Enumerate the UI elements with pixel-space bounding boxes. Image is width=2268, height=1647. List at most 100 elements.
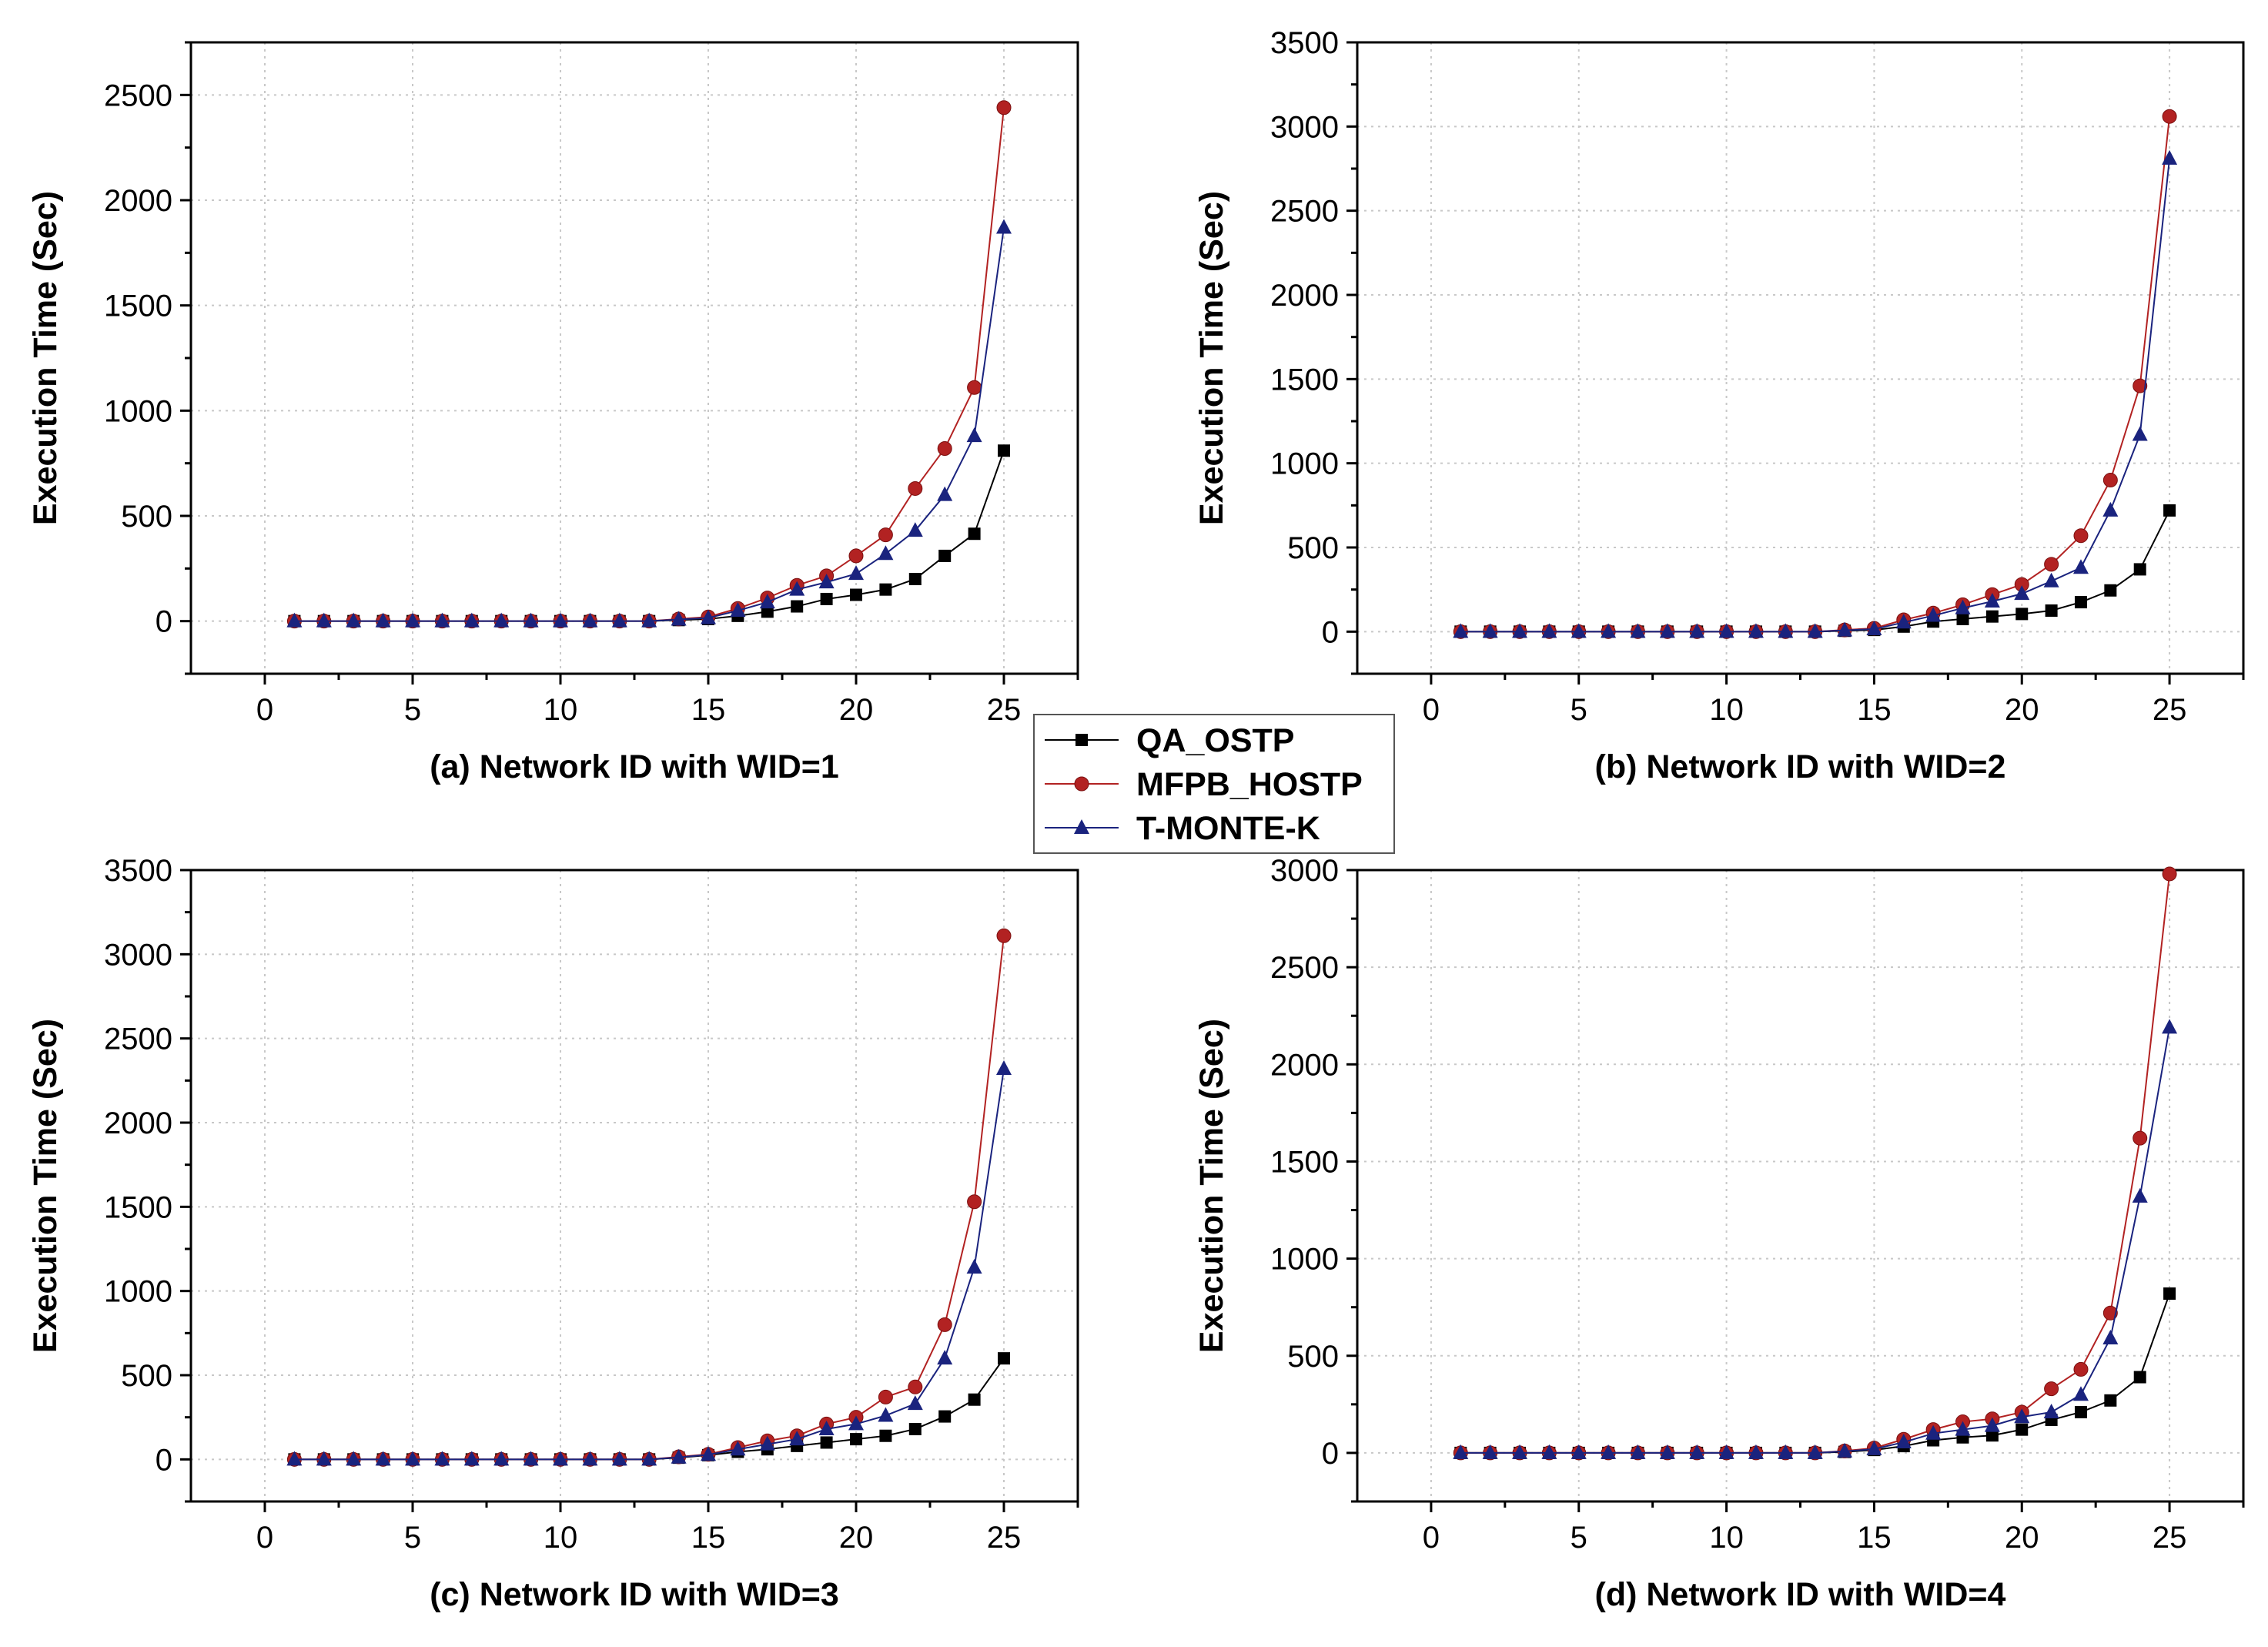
y-tick-label: 2000 [1270, 1048, 1339, 1082]
data-point [523, 612, 539, 628]
data-point [2044, 1381, 2059, 1397]
data-point [2015, 608, 2029, 621]
data-point [2102, 1330, 2119, 1345]
data-point [1482, 1444, 1498, 1459]
data-point [1601, 1444, 1617, 1459]
data-point [967, 380, 982, 395]
data-point [2072, 1386, 2089, 1401]
data-point [998, 444, 1010, 457]
data-point [2015, 1423, 2029, 1436]
subplot-caption: (d) Network ID with WID=4 [1595, 1576, 2006, 1613]
data-point [1718, 623, 1734, 638]
series-line-qa_ostp [294, 450, 1005, 622]
subplot-caption: (c) Network ID with WID=3 [430, 1576, 839, 1613]
data-point [2072, 559, 2089, 574]
data-point [701, 609, 716, 624]
x-tick-label: 20 [2005, 1521, 2039, 1555]
data-point [701, 1446, 716, 1461]
data-point [1866, 1440, 1882, 1455]
data-point [1925, 607, 1942, 622]
data-point [1778, 623, 1794, 638]
x-tick-label: 0 [256, 693, 273, 727]
x-tick-label: 15 [1857, 1521, 1892, 1555]
data-point [848, 1415, 864, 1431]
data-point [878, 1407, 894, 1422]
data-point [493, 612, 510, 628]
data-point [878, 1389, 893, 1404]
data-point [2162, 1019, 2178, 1034]
y-axis-title: Execution Time (Sec) [27, 1019, 64, 1353]
y-tick-label: 1500 [104, 290, 172, 323]
y-tick-label: 0 [156, 605, 172, 639]
x-tick-label: 5 [1571, 1521, 1587, 1555]
data-point [850, 1433, 862, 1446]
y-tick-label: 1000 [104, 394, 172, 428]
data-point [2044, 557, 2059, 572]
data-point [375, 1451, 391, 1466]
data-point [1601, 623, 1617, 638]
data-point [818, 574, 835, 589]
x-tick-label: 15 [1857, 693, 1892, 727]
data-point [878, 527, 893, 543]
data-point [463, 612, 480, 628]
data-point [2163, 504, 2176, 517]
data-point [2043, 572, 2059, 587]
x-tick-label: 0 [256, 1521, 273, 1555]
series-line-mfpb_hostp [1460, 873, 2171, 1454]
data-point [2014, 585, 2030, 601]
subplot-caption: (a) Network ID with WID=1 [430, 748, 839, 785]
data-point [1807, 623, 1823, 638]
y-tick-label: 0 [156, 1443, 172, 1477]
data-point [2162, 109, 2177, 124]
y-tick-label: 3000 [1270, 110, 1339, 144]
x-tick-label: 20 [839, 693, 874, 727]
plot-frame [1356, 41, 2245, 675]
data-point [2132, 1187, 2148, 1203]
data-point [2102, 501, 2119, 517]
data-point [1837, 1442, 1853, 1458]
data-point [405, 1451, 420, 1466]
y-tick-label: 1500 [1270, 363, 1339, 397]
series-line-qa_ostp [294, 1357, 1005, 1461]
legend-label: MFPB_HOSTP [1136, 766, 1363, 803]
data-point [2163, 1287, 2176, 1301]
x-tick-label: 25 [2153, 693, 2187, 727]
data-point [582, 1451, 598, 1466]
data-point [968, 1393, 981, 1406]
y-tick-label: 3000 [104, 938, 172, 972]
data-point [523, 1451, 539, 1466]
data-point [759, 1435, 775, 1451]
data-point [907, 1395, 923, 1411]
y-tick-label: 0 [1322, 1437, 1339, 1471]
y-tick-label: 500 [121, 1359, 172, 1393]
data-point [820, 592, 833, 605]
data-point [2104, 584, 2117, 597]
y-tick-label: 3000 [1270, 854, 1339, 888]
data-point [1453, 1444, 1469, 1459]
data-point [286, 612, 303, 628]
x-tick-label: 5 [404, 693, 421, 727]
data-point [1630, 1444, 1646, 1459]
x-tick-label: 10 [1709, 693, 1744, 727]
data-point [493, 1451, 510, 1466]
data-point [2074, 596, 2087, 609]
data-point [2162, 149, 2178, 165]
y-tick-label: 500 [1287, 531, 1339, 565]
series-line-t-monte-k [294, 227, 1005, 622]
data-point [2073, 528, 2089, 544]
x-tick-label: 10 [544, 693, 578, 727]
data-point [2132, 426, 2148, 441]
data-point [1807, 1444, 1823, 1459]
data-point [316, 1451, 332, 1466]
series-line-qa_ostp [1460, 1293, 2171, 1454]
data-point [998, 1352, 1010, 1365]
data-point [375, 612, 391, 628]
data-point [908, 1379, 923, 1394]
chart-c: 0 5 10 15 20 25 0 500 1000 1500 2000 2500 3000 3500 Ex… [27, 854, 1079, 1613]
y-tick-label: 500 [121, 500, 172, 534]
data-point [1837, 621, 1853, 637]
data-point [641, 612, 657, 628]
data-point [316, 612, 332, 628]
data-point [1659, 1444, 1675, 1459]
y-tick-label: 2500 [1270, 195, 1339, 229]
